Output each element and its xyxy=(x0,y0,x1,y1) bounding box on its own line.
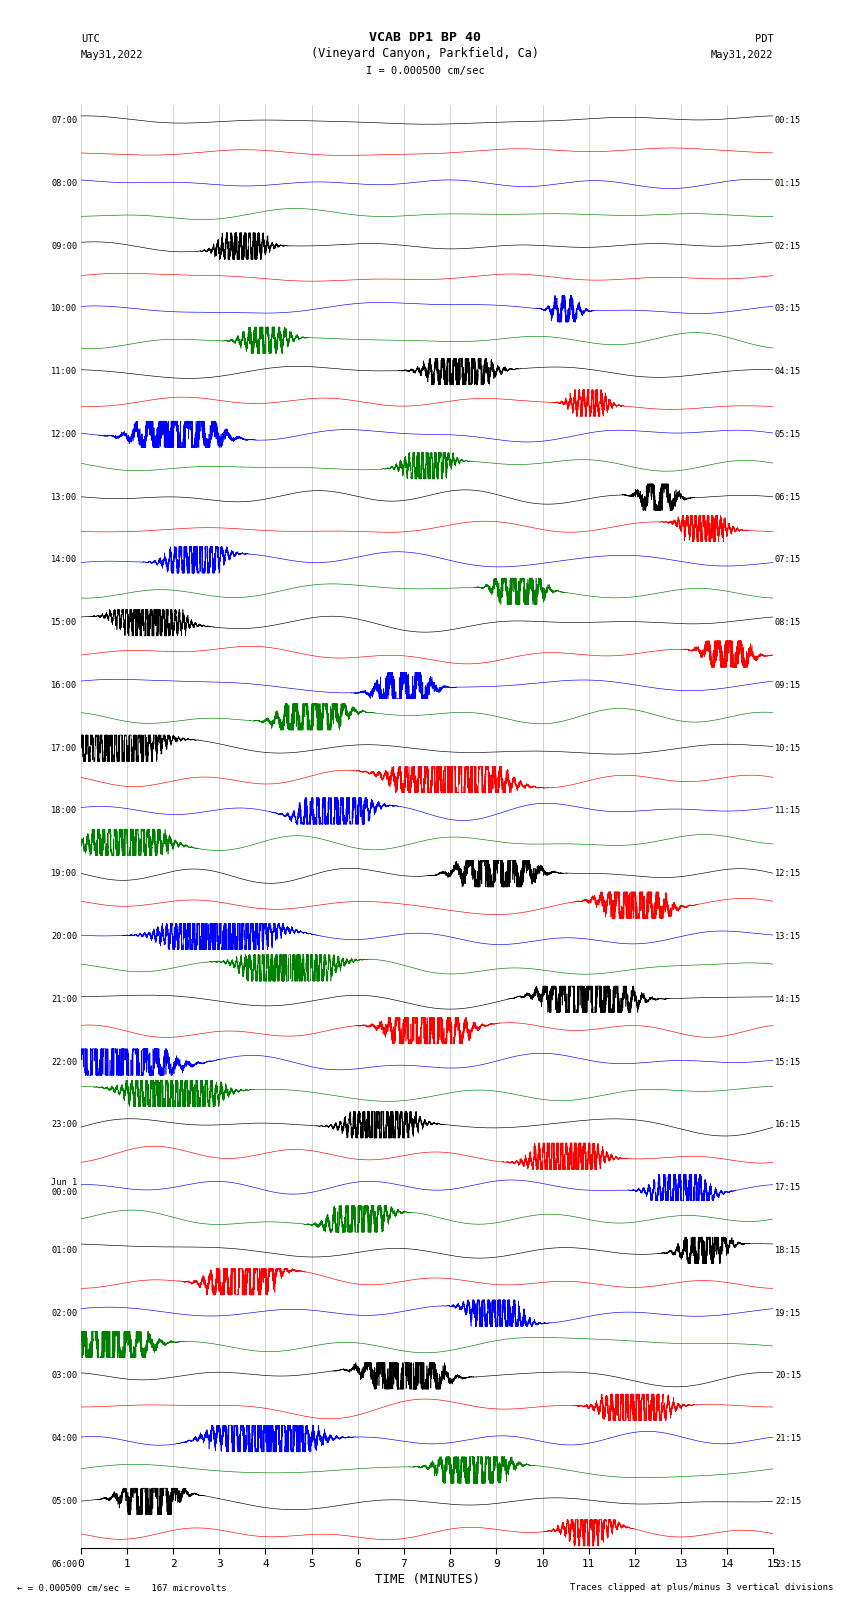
Text: 11:00: 11:00 xyxy=(51,368,77,376)
Text: 05:15: 05:15 xyxy=(775,431,802,439)
Text: 04:15: 04:15 xyxy=(775,368,802,376)
Text: 18:15: 18:15 xyxy=(775,1245,802,1255)
Text: 10:15: 10:15 xyxy=(775,744,802,753)
Text: 23:15: 23:15 xyxy=(775,1560,802,1569)
Text: 07:00: 07:00 xyxy=(51,116,77,126)
Text: 17:15: 17:15 xyxy=(775,1182,802,1192)
Text: 08:15: 08:15 xyxy=(775,618,802,627)
Text: 00:15: 00:15 xyxy=(775,116,802,126)
Text: 06:00: 06:00 xyxy=(51,1560,77,1569)
Text: 06:15: 06:15 xyxy=(775,492,802,502)
Text: 01:00: 01:00 xyxy=(51,1245,77,1255)
Text: 23:00: 23:00 xyxy=(51,1121,77,1129)
Text: 19:00: 19:00 xyxy=(51,869,77,877)
Text: 03:00: 03:00 xyxy=(51,1371,77,1381)
Text: 15:15: 15:15 xyxy=(775,1058,802,1066)
Text: VCAB DP1 BP 40: VCAB DP1 BP 40 xyxy=(369,31,481,44)
Text: Jun 1
00:00: Jun 1 00:00 xyxy=(51,1177,77,1197)
Text: 05:00: 05:00 xyxy=(51,1497,77,1507)
Text: 13:00: 13:00 xyxy=(51,492,77,502)
Text: ← = 0.000500 cm/sec =    167 microvolts: ← = 0.000500 cm/sec = 167 microvolts xyxy=(17,1582,227,1592)
Text: I = 0.000500 cm/sec: I = 0.000500 cm/sec xyxy=(366,66,484,76)
Text: 09:15: 09:15 xyxy=(775,681,802,690)
Text: 18:00: 18:00 xyxy=(51,806,77,816)
Text: 19:15: 19:15 xyxy=(775,1308,802,1318)
Text: 22:15: 22:15 xyxy=(775,1497,802,1507)
Text: 22:00: 22:00 xyxy=(51,1058,77,1066)
Text: May31,2022: May31,2022 xyxy=(711,50,774,60)
Text: 12:15: 12:15 xyxy=(775,869,802,877)
Text: 09:00: 09:00 xyxy=(51,242,77,250)
Text: UTC: UTC xyxy=(81,34,99,44)
Text: 07:15: 07:15 xyxy=(775,555,802,565)
Text: 21:00: 21:00 xyxy=(51,995,77,1003)
Text: 16:15: 16:15 xyxy=(775,1121,802,1129)
Text: 03:15: 03:15 xyxy=(775,305,802,313)
Text: 02:00: 02:00 xyxy=(51,1308,77,1318)
Text: 14:15: 14:15 xyxy=(775,995,802,1003)
Text: (Vineyard Canyon, Parkfield, Ca): (Vineyard Canyon, Parkfield, Ca) xyxy=(311,47,539,60)
Text: 20:15: 20:15 xyxy=(775,1371,802,1381)
Text: 08:00: 08:00 xyxy=(51,179,77,187)
Text: 17:00: 17:00 xyxy=(51,744,77,753)
Text: 12:00: 12:00 xyxy=(51,431,77,439)
Text: 02:15: 02:15 xyxy=(775,242,802,250)
Text: 20:00: 20:00 xyxy=(51,932,77,940)
Text: 21:15: 21:15 xyxy=(775,1434,802,1444)
Text: 10:00: 10:00 xyxy=(51,305,77,313)
X-axis label: TIME (MINUTES): TIME (MINUTES) xyxy=(375,1573,479,1586)
Text: PDT: PDT xyxy=(755,34,774,44)
Text: 15:00: 15:00 xyxy=(51,618,77,627)
Text: 04:00: 04:00 xyxy=(51,1434,77,1444)
Text: 16:00: 16:00 xyxy=(51,681,77,690)
Text: Traces clipped at plus/minus 3 vertical divisions: Traces clipped at plus/minus 3 vertical … xyxy=(570,1582,833,1592)
Text: 11:15: 11:15 xyxy=(775,806,802,816)
Text: 14:00: 14:00 xyxy=(51,555,77,565)
Text: 01:15: 01:15 xyxy=(775,179,802,187)
Text: May31,2022: May31,2022 xyxy=(81,50,144,60)
Text: 13:15: 13:15 xyxy=(775,932,802,940)
